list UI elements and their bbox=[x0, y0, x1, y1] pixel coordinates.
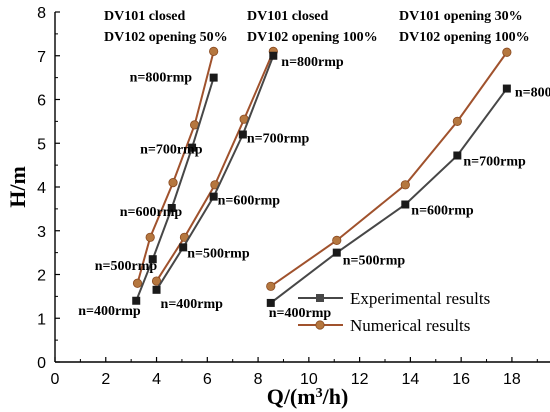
experimental-series-1-point bbox=[167, 204, 176, 212]
experimental-series-2-point bbox=[269, 51, 278, 60]
experimental-series-1-point bbox=[132, 296, 141, 305]
x-tick-label: 4 bbox=[152, 371, 161, 388]
speed-label: n=500rmp bbox=[343, 254, 406, 269]
numerical-series-1-point bbox=[145, 232, 155, 242]
y-tick-label: 0 bbox=[37, 355, 46, 372]
x-tick-label: 18 bbox=[503, 371, 521, 388]
speed-label: n=600rmp bbox=[218, 194, 281, 209]
speed-label: n=400rmp bbox=[161, 297, 224, 312]
experimental-series-1-point bbox=[188, 143, 197, 152]
x-tick-label: 14 bbox=[401, 371, 419, 388]
experimental-series-2-point bbox=[152, 285, 161, 294]
legend-label: Experimental results bbox=[350, 289, 490, 308]
condition-title-line1: DV101 closed bbox=[104, 9, 185, 24]
numerical-series-1-point bbox=[168, 178, 178, 188]
x-tick-label: 10 bbox=[300, 371, 318, 388]
condition-title-line2: DV102 opening 100% bbox=[247, 30, 378, 45]
experimental-series-2-point bbox=[238, 130, 247, 139]
speed-label: n=400rmp bbox=[269, 306, 332, 321]
y-tick-label: 7 bbox=[37, 49, 46, 66]
numerical-series-1-point bbox=[209, 46, 219, 56]
speed-label: n=700rmp bbox=[140, 143, 203, 158]
numerical-series-2-point bbox=[151, 276, 162, 286]
experimental-series-1-point bbox=[209, 73, 218, 82]
x-tick-label: 16 bbox=[452, 371, 470, 388]
speed-label: n=800rmp bbox=[130, 71, 193, 86]
x-tick-label: 6 bbox=[203, 371, 212, 388]
y-tick-label: 1 bbox=[37, 311, 46, 328]
x-tick-label: 8 bbox=[254, 371, 263, 388]
condition-title-line2: DV102 opening 100% bbox=[399, 30, 530, 45]
speed-label: n=800rmp bbox=[281, 55, 344, 70]
condition-title-line1: DV101 opening 30% bbox=[399, 9, 523, 24]
experimental-series-1-point bbox=[148, 255, 157, 264]
experimental-series-3-point bbox=[401, 200, 410, 209]
numerical-series-3-point bbox=[332, 235, 342, 245]
x-tick-label: 2 bbox=[101, 371, 110, 388]
legend-marker bbox=[316, 294, 324, 302]
y-tick-label: 6 bbox=[37, 93, 46, 110]
x-axis-title: Q/(m3/h) bbox=[267, 384, 349, 409]
numerical-series-3-point bbox=[502, 47, 512, 57]
numerical-series-1-point bbox=[132, 278, 143, 288]
y-tick-label: 2 bbox=[37, 268, 46, 285]
experimental-series-3-line bbox=[270, 87, 508, 304]
y-tick-label: 5 bbox=[37, 136, 46, 153]
speed-label: n=500rmp bbox=[187, 246, 250, 261]
numerical-series-3-point bbox=[400, 180, 410, 190]
speed-label: n=600rmp bbox=[411, 204, 474, 219]
experimental-series-2-point bbox=[209, 192, 218, 201]
x-tick-label: 12 bbox=[351, 371, 369, 388]
y-tick-label: 4 bbox=[37, 180, 46, 197]
experimental-series-3-point bbox=[266, 298, 275, 307]
speed-label: n=800rmp bbox=[515, 86, 550, 101]
condition-title-line1: DV101 closed bbox=[247, 9, 328, 24]
speed-label: n=700rmp bbox=[247, 132, 310, 147]
x-tick-label: 0 bbox=[51, 371, 60, 388]
speed-label: n=400rmp bbox=[78, 304, 141, 319]
condition-title-line2: DV102 opening 50% bbox=[104, 30, 228, 45]
legend-marker bbox=[315, 320, 325, 330]
numerical-series-3-point bbox=[266, 281, 276, 291]
experimental-series-3-point bbox=[502, 84, 511, 93]
numerical-series-3-point bbox=[452, 116, 462, 126]
y-tick-label: 8 bbox=[37, 5, 46, 22]
y-tick-label: 3 bbox=[37, 224, 46, 241]
speed-label: n=500rmp bbox=[95, 259, 158, 274]
speed-label: n=700rmp bbox=[463, 155, 526, 170]
experimental-series-3-point bbox=[332, 248, 341, 257]
speed-label: n=600rmp bbox=[120, 205, 183, 220]
legend-label: Numerical results bbox=[350, 316, 470, 335]
experimental-series-2-point bbox=[179, 243, 188, 252]
y-axis-title: H/m bbox=[5, 166, 30, 208]
experimental-series-3-point bbox=[453, 151, 462, 160]
